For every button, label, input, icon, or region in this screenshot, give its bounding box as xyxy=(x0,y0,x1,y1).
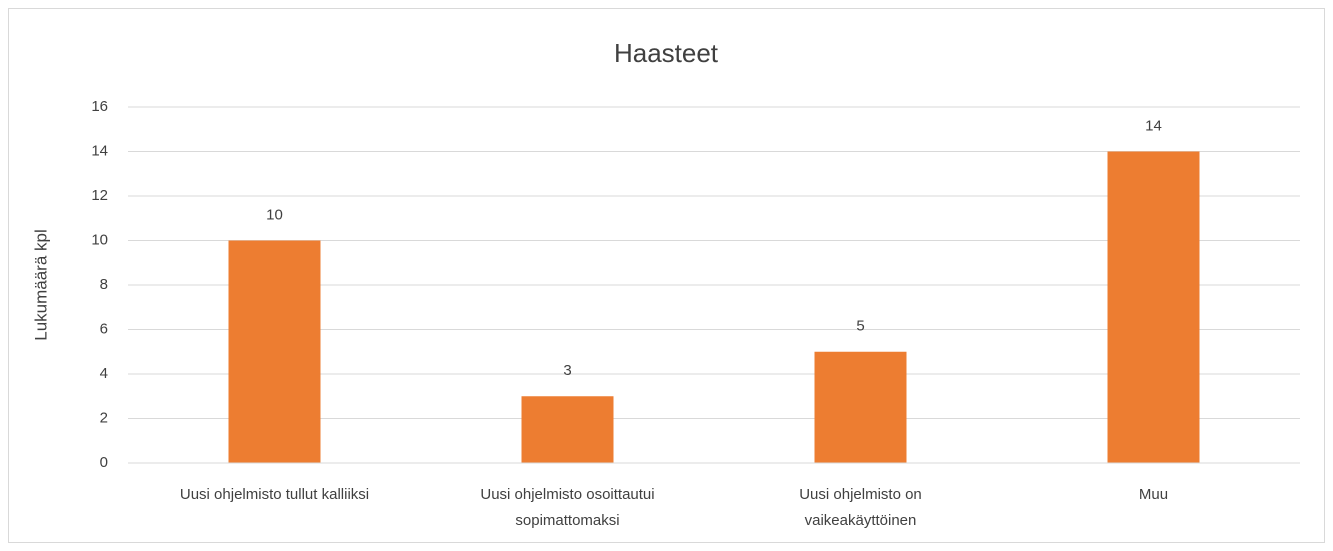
x-tick-label: Uusi ohjelmisto on vaikeakäyttöinen xyxy=(799,486,922,529)
y-tick-label: 4 xyxy=(100,365,108,382)
chart-title: Haasteet xyxy=(614,38,719,68)
data-label: 10 xyxy=(266,206,283,223)
y-tick-label: 10 xyxy=(91,231,108,248)
bar xyxy=(228,240,321,463)
data-label: 3 xyxy=(563,362,571,379)
bar xyxy=(814,351,907,463)
y-tick-label: 2 xyxy=(100,409,108,426)
x-tick-label: Muu xyxy=(1139,486,1168,503)
chart-border xyxy=(8,8,1325,543)
y-tick-label: 0 xyxy=(100,454,108,471)
y-tick-label: 8 xyxy=(100,276,108,293)
y-tick-label: 12 xyxy=(91,187,108,204)
y-tick-label: 6 xyxy=(100,320,108,337)
y-tick-label: 16 xyxy=(91,98,108,115)
data-label: 5 xyxy=(856,318,864,335)
bar xyxy=(1107,151,1200,463)
x-tick-label: Uusi ohjelmisto osoittautui sopimattomaks… xyxy=(480,486,654,529)
y-axis-label: Lukumäärä kpl xyxy=(31,229,50,341)
data-label: 14 xyxy=(1145,117,1162,134)
y-tick-label: 14 xyxy=(91,142,108,159)
bar xyxy=(521,396,614,463)
x-tick-label: Uusi ohjelmisto tullut kalliiksi xyxy=(180,486,369,503)
